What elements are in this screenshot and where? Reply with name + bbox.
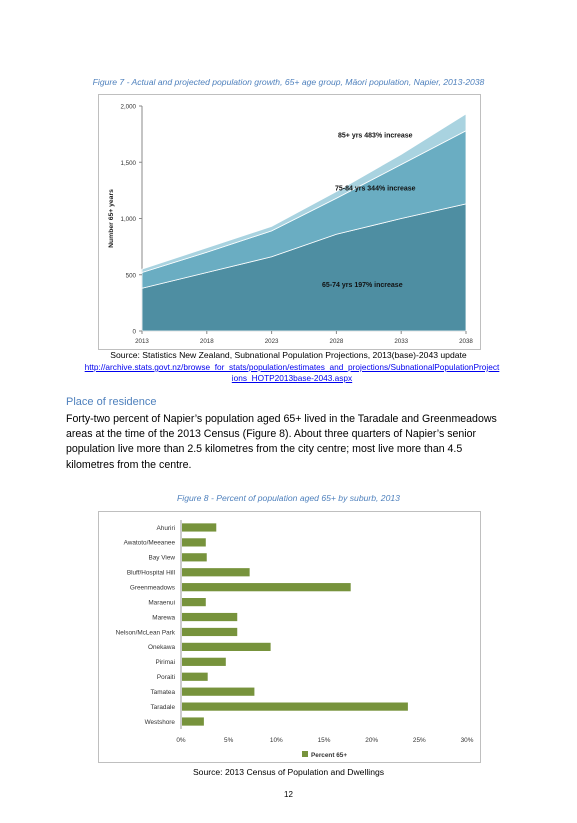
suburb-bar-chart: Ahuriri Awatoto/Meeanee Bay View Bluff/Hosp… bbox=[116, 520, 474, 759]
category-label: Pirimai bbox=[155, 659, 175, 666]
category-label: Poraiti bbox=[157, 674, 175, 681]
category-label: Onekawa bbox=[148, 644, 175, 651]
category-label: Bluff/Hospital Hill bbox=[127, 570, 175, 577]
x-tick-label: 20% bbox=[365, 737, 378, 744]
section-heading: Place of residence bbox=[66, 396, 157, 408]
bar bbox=[182, 583, 351, 592]
x-tick-label: 2023 bbox=[265, 338, 279, 345]
bar bbox=[182, 672, 208, 681]
category-label: Nelson/McLean Park bbox=[116, 629, 176, 636]
figure7-caption: Figure 7 - Actual and projected populati… bbox=[92, 77, 485, 87]
page-number: 12 bbox=[284, 790, 293, 799]
figure7-link-line1[interactable]: http://archive.stats.govt.nz/browse_for_… bbox=[84, 362, 500, 372]
y-tick-label: 0 bbox=[133, 329, 137, 336]
annotation-label: 85+ yrs 483% increase bbox=[338, 133, 413, 140]
bar bbox=[182, 657, 226, 666]
y-tick-label: 500 bbox=[126, 272, 137, 279]
area-series-85-yrs bbox=[141, 113, 467, 274]
bar bbox=[182, 717, 204, 726]
figure7-link[interactable]: http://archive.stats.govt.nz/browse_for_… bbox=[66, 362, 518, 384]
paragraph-line: population live more than 2.5 kilometres… bbox=[66, 443, 463, 456]
x-tick-label: 30% bbox=[461, 737, 474, 744]
category-label: Greenmeadows bbox=[130, 584, 175, 591]
x-tick-label: 15% bbox=[318, 737, 331, 744]
bar bbox=[182, 568, 250, 577]
legend-label: Percent 65+ bbox=[311, 752, 347, 759]
paragraph-line: areas at the time of the 2013 Census (Fi… bbox=[66, 428, 477, 441]
legend-swatch bbox=[302, 751, 308, 757]
residence-paragraph: Forty-two percent of Napier’s population… bbox=[66, 412, 526, 473]
population-area-chart: 0 500 1,000 1,500 2,000 2013 2018 2023 2028 2033 2… bbox=[108, 104, 473, 346]
x-tick-label: 2038 bbox=[459, 338, 473, 345]
x-tick-label: 2033 bbox=[394, 338, 408, 345]
x-tick-label: 5% bbox=[224, 737, 234, 744]
y-tick-label: 1,500 bbox=[121, 160, 137, 167]
x-tick-label: 0% bbox=[176, 737, 186, 744]
paragraph-line: kilometres from the centre. bbox=[66, 458, 192, 471]
category-label: Tamatea bbox=[150, 689, 175, 696]
bar bbox=[182, 627, 238, 637]
bar bbox=[182, 702, 408, 711]
x-tick-label: 2013 bbox=[135, 338, 149, 345]
x-tick-label: 25% bbox=[413, 737, 426, 744]
y-tick-label: 1,000 bbox=[121, 216, 137, 223]
category-label: Maraenui bbox=[148, 599, 175, 606]
figure8-chart: Ahuriri Awatoto/Meeanee Bay View Bluff/Hosp… bbox=[98, 511, 481, 763]
x-tick-label: 2028 bbox=[330, 338, 344, 345]
category-label: Bay View bbox=[148, 555, 175, 562]
figure8-caption: Figure 8 - Percent of population aged 65… bbox=[177, 493, 400, 503]
bar bbox=[182, 598, 206, 607]
x-tick-label: 2018 bbox=[200, 338, 214, 345]
bar bbox=[182, 612, 238, 622]
category-label: Ahuriri bbox=[157, 525, 175, 532]
annotation-label: 75-84 yrs 344% increase bbox=[335, 185, 416, 192]
category-label: Westshore bbox=[145, 719, 176, 726]
bar bbox=[182, 553, 207, 562]
category-label: Marewa bbox=[152, 614, 175, 621]
figure7-source: Source: Statistics New Zealand, Subnatio… bbox=[110, 350, 467, 360]
figure8-source: Source: 2013 Census of Population and Dw… bbox=[192, 767, 385, 777]
x-tick-label: 10% bbox=[270, 737, 283, 744]
y-tick-label: 2,000 bbox=[121, 104, 137, 111]
bar bbox=[182, 642, 271, 651]
category-label: Taradale bbox=[150, 704, 175, 711]
figure7-chart: 0 500 1,000 1,500 2,000 2013 2018 2023 2028 2033 2… bbox=[98, 94, 481, 350]
figure7-link-line2[interactable]: ions_HOTP2013base-2043.aspx bbox=[231, 373, 353, 383]
paragraph-line: Forty-two percent of Napier’s population… bbox=[66, 413, 497, 425]
y-axis-label: Number 65+ years bbox=[108, 189, 115, 248]
bar bbox=[182, 523, 217, 532]
bar bbox=[182, 538, 206, 547]
annotation-label: 65-74 yrs 197% increase bbox=[322, 282, 403, 289]
bar bbox=[182, 687, 255, 696]
category-label: Awatoto/Meeanee bbox=[124, 540, 176, 547]
